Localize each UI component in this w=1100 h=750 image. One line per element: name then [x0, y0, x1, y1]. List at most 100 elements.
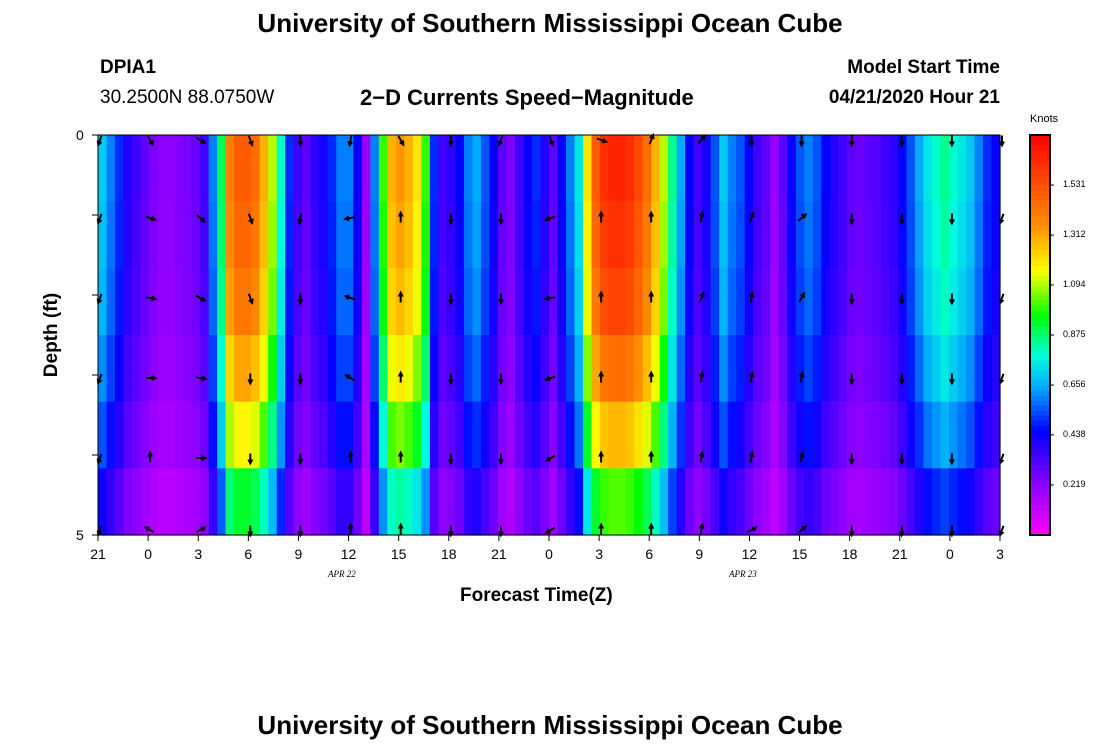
heatmap-cell — [225, 135, 235, 203]
heatmap-cell — [446, 201, 456, 269]
current-arrow — [195, 294, 207, 302]
heatmap-cell — [514, 268, 525, 336]
current-arrow — [145, 215, 158, 222]
heatmap-cell — [149, 135, 159, 203]
heatmap-cell — [744, 135, 754, 203]
heatmap-cell — [446, 401, 456, 469]
plot-frame — [97, 134, 1001, 536]
heatmap-cell — [676, 468, 686, 536]
colorbar-segment — [1030, 140, 1050, 146]
heatmap-cell — [225, 268, 235, 336]
heatmap-cell — [710, 201, 720, 269]
heatmap-cell — [617, 201, 627, 269]
heatmap-cell — [863, 268, 873, 336]
heatmap-cell — [634, 468, 644, 536]
heatmap-cell — [404, 401, 414, 469]
current-arrow — [747, 526, 758, 534]
colorbar-segment — [1030, 300, 1050, 306]
heatmap-cell — [761, 401, 771, 469]
heatmap-cell — [497, 401, 508, 469]
heatmap-cell — [821, 201, 831, 269]
heatmap-cell — [531, 201, 542, 269]
heatmap-cell — [472, 268, 482, 336]
colorbar-segment — [1030, 335, 1050, 341]
heatmap-cell — [702, 335, 712, 403]
heatmap-cell — [276, 335, 286, 403]
heatmap-cell — [583, 468, 593, 536]
heatmap-cell — [600, 335, 610, 403]
heatmap-cell — [761, 335, 771, 403]
heatmap-cell — [693, 401, 703, 469]
heatmap-cell — [336, 401, 346, 469]
heatmap-cell — [914, 135, 925, 203]
heatmap-cell — [191, 268, 201, 336]
heatmap-cell — [991, 135, 1001, 203]
heatmap-cell — [600, 468, 610, 536]
heatmap-cell — [838, 401, 848, 469]
heatmap-cell — [166, 201, 176, 269]
current-arrow — [96, 453, 103, 466]
current-arrow — [698, 450, 705, 463]
heatmap-cell — [855, 201, 865, 269]
heatmap-cell — [880, 401, 890, 469]
heatmap-cell — [157, 335, 167, 403]
colorbar-segment — [1030, 150, 1050, 156]
heatmap-cell — [234, 135, 244, 203]
heatmap-cell — [98, 135, 108, 203]
heatmap-cell — [625, 401, 635, 469]
heatmap-cell — [872, 201, 882, 269]
heatmap-cell — [974, 268, 984, 336]
heatmap-cell — [651, 135, 661, 203]
heatmap-cell — [668, 135, 678, 203]
heatmap-cell — [838, 468, 848, 536]
current-arrow — [347, 135, 354, 148]
heatmap-cell — [804, 335, 814, 403]
heatmap-cell — [183, 335, 193, 403]
current-arrow — [544, 454, 556, 462]
heatmap-cell — [531, 268, 542, 336]
heatmap-cell — [566, 401, 576, 469]
colorbar-segment — [1030, 435, 1050, 441]
heatmap-cell — [906, 201, 916, 269]
colorbar-segment — [1030, 330, 1050, 336]
heatmap-cell — [770, 268, 780, 336]
heatmap-cell — [719, 468, 729, 536]
heatmap-cell — [787, 201, 797, 269]
colorbar — [1029, 134, 1054, 536]
heatmap-cell — [600, 268, 610, 336]
heatmap-cell — [344, 401, 354, 469]
heatmap-cell — [957, 201, 967, 269]
heatmap-cell — [353, 335, 363, 403]
heatmap-cell — [693, 468, 703, 536]
heatmap-cell — [183, 135, 193, 203]
heatmap-cell — [753, 335, 763, 403]
heatmap-cell — [191, 335, 201, 403]
heatmap-cell — [957, 135, 967, 203]
heatmap-cell — [429, 335, 439, 403]
heatmap-cell — [540, 401, 550, 469]
colorbar-segment — [1030, 305, 1050, 311]
heatmap-cell — [991, 468, 1001, 536]
heatmap-cell — [200, 201, 210, 269]
heatmap-cell — [710, 468, 720, 536]
heatmap-cell — [583, 401, 593, 469]
heatmap-cell — [472, 201, 482, 269]
heatmap-cell — [234, 335, 244, 403]
current-arrow — [96, 135, 103, 148]
heatmap-cell — [336, 135, 346, 203]
heatmap-cell — [600, 401, 610, 469]
heatmap-cell — [991, 401, 1001, 469]
heatmap-cell — [421, 335, 431, 403]
current-arrows — [96, 132, 1005, 538]
heatmap-cell — [497, 135, 508, 203]
current-arrow — [748, 450, 755, 463]
heatmap-cell — [889, 201, 899, 269]
heatmap-cell — [583, 268, 593, 336]
colorbar-segment — [1030, 160, 1050, 166]
heatmap-cell — [446, 335, 456, 403]
current-arrow — [195, 375, 208, 382]
heatmap-cell — [242, 135, 252, 203]
colorbar-tick-label: 1.531 — [1063, 179, 1086, 190]
heatmap-cell — [676, 201, 686, 269]
heatmap-cell — [319, 135, 329, 203]
